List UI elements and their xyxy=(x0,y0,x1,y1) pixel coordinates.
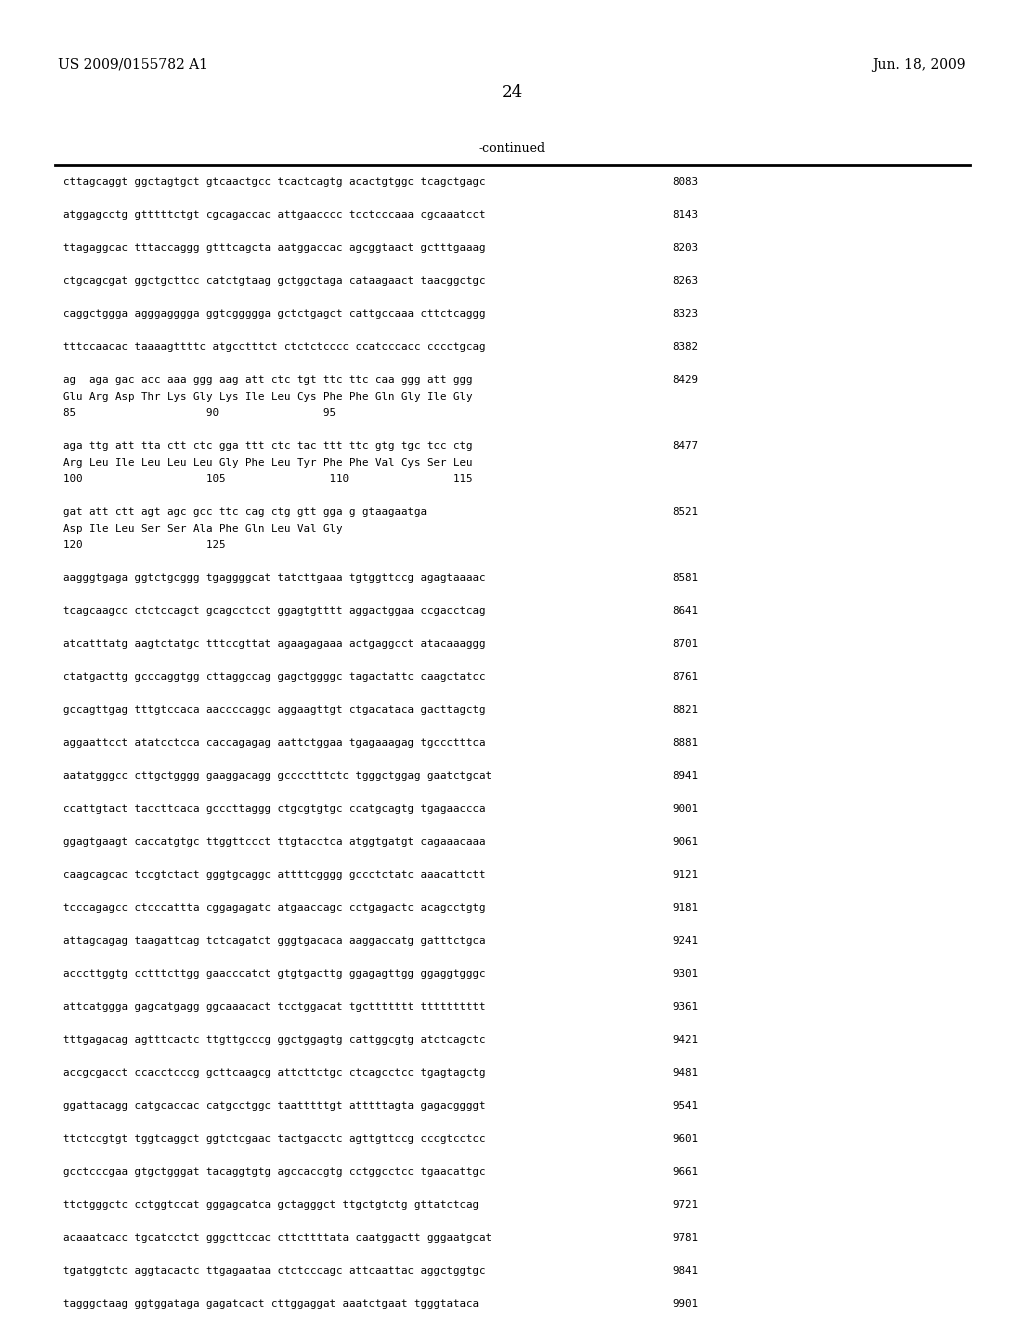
Text: 8382: 8382 xyxy=(672,342,698,352)
Text: attcatggga gagcatgagg ggcaaacact tcctggacat tgcttttttt tttttttttt: attcatggga gagcatgagg ggcaaacact tcctgga… xyxy=(63,1002,485,1012)
Text: 9781: 9781 xyxy=(672,1233,698,1243)
Text: 9361: 9361 xyxy=(672,1002,698,1012)
Text: tcccagagcc ctcccattta cggagagatc atgaaccagc cctgagactc acagcctgtg: tcccagagcc ctcccattta cggagagatc atgaacc… xyxy=(63,903,485,913)
Text: -continued: -continued xyxy=(478,143,546,154)
Text: gccagttgag tttgtccaca aaccccaggc aggaagttgt ctgacataca gacttagctg: gccagttgag tttgtccaca aaccccaggc aggaagt… xyxy=(63,705,485,715)
Text: 9481: 9481 xyxy=(672,1068,698,1078)
Text: Glu Arg Asp Thr Lys Gly Lys Ile Leu Cys Phe Phe Gln Gly Ile Gly: Glu Arg Asp Thr Lys Gly Lys Ile Leu Cys … xyxy=(63,392,472,401)
Text: 9541: 9541 xyxy=(672,1101,698,1111)
Text: ccattgtact taccttcaca gcccttaggg ctgcgtgtgc ccatgcagtg tgagaaccca: ccattgtact taccttcaca gcccttaggg ctgcgtg… xyxy=(63,804,485,814)
Text: aagggtgaga ggtctgcggg tgaggggcat tatcttgaaa tgtggttccg agagtaaaac: aagggtgaga ggtctgcggg tgaggggcat tatcttg… xyxy=(63,573,485,583)
Text: 9241: 9241 xyxy=(672,936,698,946)
Text: caagcagcac tccgtctact gggtgcaggc attttcgggg gccctctatc aaacattctt: caagcagcac tccgtctact gggtgcaggc attttcg… xyxy=(63,870,485,880)
Text: 8477: 8477 xyxy=(672,441,698,451)
Text: 8143: 8143 xyxy=(672,210,698,220)
Text: ggattacagg catgcaccac catgcctggc taatttttgt atttttagta gagacggggt: ggattacagg catgcaccac catgcctggc taatttt… xyxy=(63,1101,485,1111)
Text: 8429: 8429 xyxy=(672,375,698,385)
Text: tagggctaag ggtggataga gagatcact cttggaggat aaatctgaat tgggtataca: tagggctaag ggtggataga gagatcact cttggagg… xyxy=(63,1299,479,1309)
Text: atcatttatg aagtctatgc tttccgttat agaagagaaa actgaggcct atacaaaggg: atcatttatg aagtctatgc tttccgttat agaagag… xyxy=(63,639,485,649)
Text: 8761: 8761 xyxy=(672,672,698,682)
Text: 120                   125: 120 125 xyxy=(63,540,225,550)
Text: accgcgacct ccacctcccg gcttcaagcg attcttctgc ctcagcctcc tgagtagctg: accgcgacct ccacctcccg gcttcaagcg attcttc… xyxy=(63,1068,485,1078)
Text: Arg Leu Ile Leu Leu Leu Gly Phe Leu Tyr Phe Phe Val Cys Ser Leu: Arg Leu Ile Leu Leu Leu Gly Phe Leu Tyr … xyxy=(63,458,472,467)
Text: ctatgacttg gcccaggtgg cttaggccag gagctggggc tagactattc caagctatcc: ctatgacttg gcccaggtgg cttaggccag gagctgg… xyxy=(63,672,485,682)
Text: 9901: 9901 xyxy=(672,1299,698,1309)
Text: tcagcaagcc ctctccagct gcagcctcct ggagtgtttt aggactggaa ccgacctcag: tcagcaagcc ctctccagct gcagcctcct ggagtgt… xyxy=(63,606,485,616)
Text: 9061: 9061 xyxy=(672,837,698,847)
Text: atggagcctg gtttttctgt cgcagaccac attgaacccc tcctcccaaa cgcaaatcct: atggagcctg gtttttctgt cgcagaccac attgaac… xyxy=(63,210,485,220)
Text: gat att ctt agt agc gcc ttc cag ctg gtt gga g gtaagaatga: gat att ctt agt agc gcc ttc cag ctg gtt … xyxy=(63,507,427,517)
Text: ctgcagcgat ggctgcttcc catctgtaag gctggctaga cataagaact taacggctgc: ctgcagcgat ggctgcttcc catctgtaag gctggct… xyxy=(63,276,485,286)
Text: 8323: 8323 xyxy=(672,309,698,319)
Text: 8881: 8881 xyxy=(672,738,698,748)
Text: tgatggtctc aggtacactc ttgagaataa ctctcccagc attcaattac aggctggtgc: tgatggtctc aggtacactc ttgagaataa ctctccc… xyxy=(63,1266,485,1276)
Text: 9001: 9001 xyxy=(672,804,698,814)
Text: 9181: 9181 xyxy=(672,903,698,913)
Text: aggaattcct atatcctcca caccagagag aattctggaa tgagaaagag tgccctttca: aggaattcct atatcctcca caccagagag aattctg… xyxy=(63,738,485,748)
Text: Asp Ile Leu Ser Ser Ala Phe Gln Leu Val Gly: Asp Ile Leu Ser Ser Ala Phe Gln Leu Val … xyxy=(63,524,342,533)
Text: tttgagacag agtttcactc ttgttgcccg ggctggagtg cattggcgtg atctcagctc: tttgagacag agtttcactc ttgttgcccg ggctgga… xyxy=(63,1035,485,1045)
Text: 9661: 9661 xyxy=(672,1167,698,1177)
Text: 8701: 8701 xyxy=(672,639,698,649)
Text: ttagaggcac tttaccaggg gtttcagcta aatggaccac agcggtaact gctttgaaag: ttagaggcac tttaccaggg gtttcagcta aatggac… xyxy=(63,243,485,253)
Text: 9721: 9721 xyxy=(672,1200,698,1210)
Text: tttccaacac taaaagttttc atgcctttct ctctctcccc ccatcccacc cccctgcag: tttccaacac taaaagttttc atgcctttct ctctct… xyxy=(63,342,485,352)
Text: 85                    90                95: 85 90 95 xyxy=(63,408,336,418)
Text: aatatgggcc cttgctgggg gaaggacagg gcccctttctc tgggctggag gaatctgcat: aatatgggcc cttgctgggg gaaggacagg gcccctt… xyxy=(63,771,492,781)
Text: 8083: 8083 xyxy=(672,177,698,187)
Text: 8581: 8581 xyxy=(672,573,698,583)
Text: 8821: 8821 xyxy=(672,705,698,715)
Text: 24: 24 xyxy=(502,84,522,102)
Text: 8263: 8263 xyxy=(672,276,698,286)
Text: ggagtgaagt caccatgtgc ttggttccct ttgtacctca atggtgatgt cagaaacaaa: ggagtgaagt caccatgtgc ttggttccct ttgtacc… xyxy=(63,837,485,847)
Text: US 2009/0155782 A1: US 2009/0155782 A1 xyxy=(58,58,208,73)
Text: 9841: 9841 xyxy=(672,1266,698,1276)
Text: attagcagag taagattcag tctcagatct gggtgacaca aaggaccatg gatttctgca: attagcagag taagattcag tctcagatct gggtgac… xyxy=(63,936,485,946)
Text: Jun. 18, 2009: Jun. 18, 2009 xyxy=(872,58,966,73)
Text: ttctgggctc cctggtccat gggagcatca gctagggct ttgctgtctg gttatctcag: ttctgggctc cctggtccat gggagcatca gctaggg… xyxy=(63,1200,479,1210)
Text: cttagcaggt ggctagtgct gtcaactgcc tcactcagtg acactgtggc tcagctgagc: cttagcaggt ggctagtgct gtcaactgcc tcactca… xyxy=(63,177,485,187)
Text: 100                   105                110                115: 100 105 110 115 xyxy=(63,474,472,484)
Text: 8941: 8941 xyxy=(672,771,698,781)
Text: 9301: 9301 xyxy=(672,969,698,979)
Text: 9421: 9421 xyxy=(672,1035,698,1045)
Text: 8641: 8641 xyxy=(672,606,698,616)
Text: 9601: 9601 xyxy=(672,1134,698,1144)
Text: aga ttg att tta ctt ctc gga ttt ctc tac ttt ttc gtg tgc tcc ctg: aga ttg att tta ctt ctc gga ttt ctc tac … xyxy=(63,441,472,451)
Text: 9121: 9121 xyxy=(672,870,698,880)
Text: acaaatcacc tgcatcctct gggcttccac cttcttttata caatggactt gggaatgcat: acaaatcacc tgcatcctct gggcttccac cttcttt… xyxy=(63,1233,492,1243)
Text: caggctggga agggagggga ggtcggggga gctctgagct cattgccaaa cttctcaggg: caggctggga agggagggga ggtcggggga gctctga… xyxy=(63,309,485,319)
Text: 8521: 8521 xyxy=(672,507,698,517)
Text: 8203: 8203 xyxy=(672,243,698,253)
Text: ttctccgtgt tggtcaggct ggtctcgaac tactgacctc agttgttccg cccgtcctcc: ttctccgtgt tggtcaggct ggtctcgaac tactgac… xyxy=(63,1134,485,1144)
Text: gcctcccgaa gtgctgggat tacaggtgtg agccaccgtg cctggcctcc tgaacattgc: gcctcccgaa gtgctgggat tacaggtgtg agccacc… xyxy=(63,1167,485,1177)
Text: acccttggtg cctttcttgg gaacccatct gtgtgacttg ggagagttgg ggaggtgggc: acccttggtg cctttcttgg gaacccatct gtgtgac… xyxy=(63,969,485,979)
Text: ag  aga gac acc aaa ggg aag att ctc tgt ttc ttc caa ggg att ggg: ag aga gac acc aaa ggg aag att ctc tgt t… xyxy=(63,375,472,385)
